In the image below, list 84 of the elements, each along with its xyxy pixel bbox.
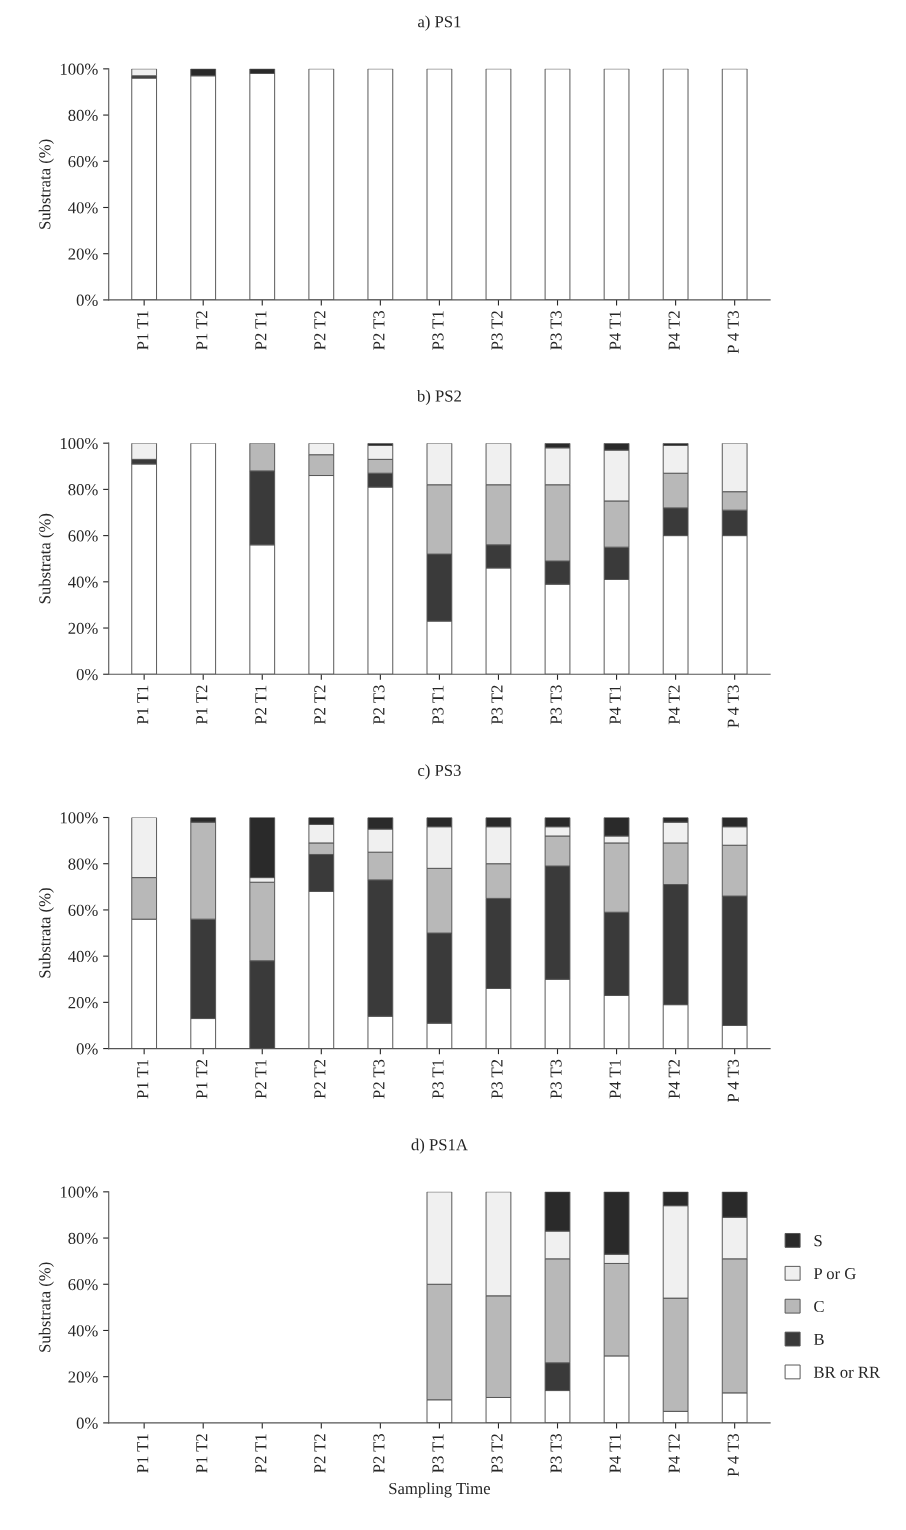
y-tick-label: 60% [68,155,98,168]
y-tick-label: 40% [68,202,98,214]
legend-label: B [813,1333,824,1345]
y-tick-label: 80% [68,109,98,122]
x-tick-label: P4 T1 [609,1059,621,1099]
x-tick-label: P3 T2 [491,685,503,725]
x-tick-label: P4 T1 [609,311,621,350]
x-tick-label: P3 T1 [432,1059,444,1099]
y-axis-title: Substrata (%) [38,513,54,604]
x-tick-label: P4 T1 [609,685,621,725]
x-tick-label: P2 T2 [314,685,326,725]
x-tick-label: P1 T1 [137,685,149,725]
x-tick-label: P1 T1 [137,311,149,350]
y-tick-label: 20% [68,997,98,1009]
x-tick-label: P2 T3 [373,1433,385,1473]
x-axis-title: Sampling Time [389,1482,491,1498]
chart-title: c) PS3 [418,764,461,780]
x-tick-label: P 4 T3 [727,1059,739,1103]
legend-label: BR or RR [813,1366,881,1378]
x-tick-label: P3 T2 [491,1434,503,1473]
y-tick-label: 60% [68,904,98,916]
y-tick-label: 80% [68,858,98,870]
x-tick-label: P3 T3 [550,685,562,725]
chart-title: d) PS1A [411,1138,468,1154]
y-axis-title: Substrata (%) [38,888,54,978]
bar [249,817,276,879]
legend-label: C [814,1300,824,1313]
x-tick-label: P2 T3 [373,1059,385,1099]
y-tick-label: 80% [68,484,98,496]
y-tick-label: 100% [60,437,98,450]
x-tick-label: P2 T1 [255,311,267,350]
y-tick-label: 40% [68,950,98,963]
x-tick-label: P4 T2 [668,311,680,350]
x-tick-label: P2 T2 [314,311,326,350]
y-tick-label: 20% [68,622,98,635]
x-tick-label: P2 T3 [373,310,385,350]
y-axis-title: Substrata (%) [38,1262,54,1352]
x-tick-label: P3 T2 [491,311,503,350]
y-tick-label: 60% [68,1278,98,1291]
x-tick-label: P1 T2 [196,1434,208,1473]
y-axis-title: Substrata (%) [38,139,54,229]
y-tick-label: 0% [76,1417,98,1429]
legend-label: P or G [813,1268,856,1280]
x-tick-label: P2 T1 [255,1434,267,1473]
x-tick-label: P3 T1 [432,685,444,725]
x-tick-label: P4 T2 [668,685,680,725]
x-tick-label: P2 T1 [255,685,267,725]
y-tick-label: 40% [68,1325,98,1337]
x-tick-label: P4 T2 [668,1059,680,1099]
x-tick-label: P4 T1 [609,1434,621,1473]
y-tick-label: 0% [76,668,98,681]
x-tick-label: P 4 T3 [727,310,739,354]
y-tick-label: 20% [68,248,98,260]
x-tick-label: P3 T3 [550,1059,562,1099]
x-tick-label: P 4 T3 [727,685,739,728]
x-tick-label: P2 T3 [373,685,385,725]
y-tick-label: 0% [76,1043,98,1055]
bar [131,68,158,77]
x-tick-label: P4 T2 [668,1434,680,1473]
y-tick-label: 100% [60,812,98,824]
x-tick-label: P1 T1 [137,1059,149,1099]
x-tick-label: P3 T2 [491,1059,503,1099]
y-tick-label: 100% [60,63,98,75]
x-tick-label: P 4 T3 [727,1433,739,1477]
y-tick-label: 40% [68,576,98,588]
x-tick-label: P2 T2 [314,1059,326,1099]
x-tick-label: P3 T1 [432,311,444,350]
x-tick-label: P1 T2 [196,685,208,725]
x-tick-label: P1 T2 [196,1059,208,1099]
y-tick-label: 20% [68,1371,98,1383]
x-tick-label: P2 T2 [314,1434,326,1473]
y-tick-label: 80% [68,1232,98,1245]
x-tick-label: P3 T3 [550,310,562,350]
x-tick-label: P1 T2 [196,311,208,350]
y-tick-label: 60% [68,530,98,542]
x-tick-label: P3 T3 [550,1433,562,1473]
x-tick-label: P3 T1 [432,1434,444,1473]
legend-label: S [814,1235,822,1247]
x-tick-label: P1 T1 [137,1434,149,1473]
chart-title: a) PS1 [418,15,461,31]
chart-title: b) PS2 [416,389,461,406]
y-tick-label: 100% [60,1186,98,1198]
x-tick-label: P2 T1 [255,1059,267,1099]
y-tick-label: 0% [76,294,98,306]
